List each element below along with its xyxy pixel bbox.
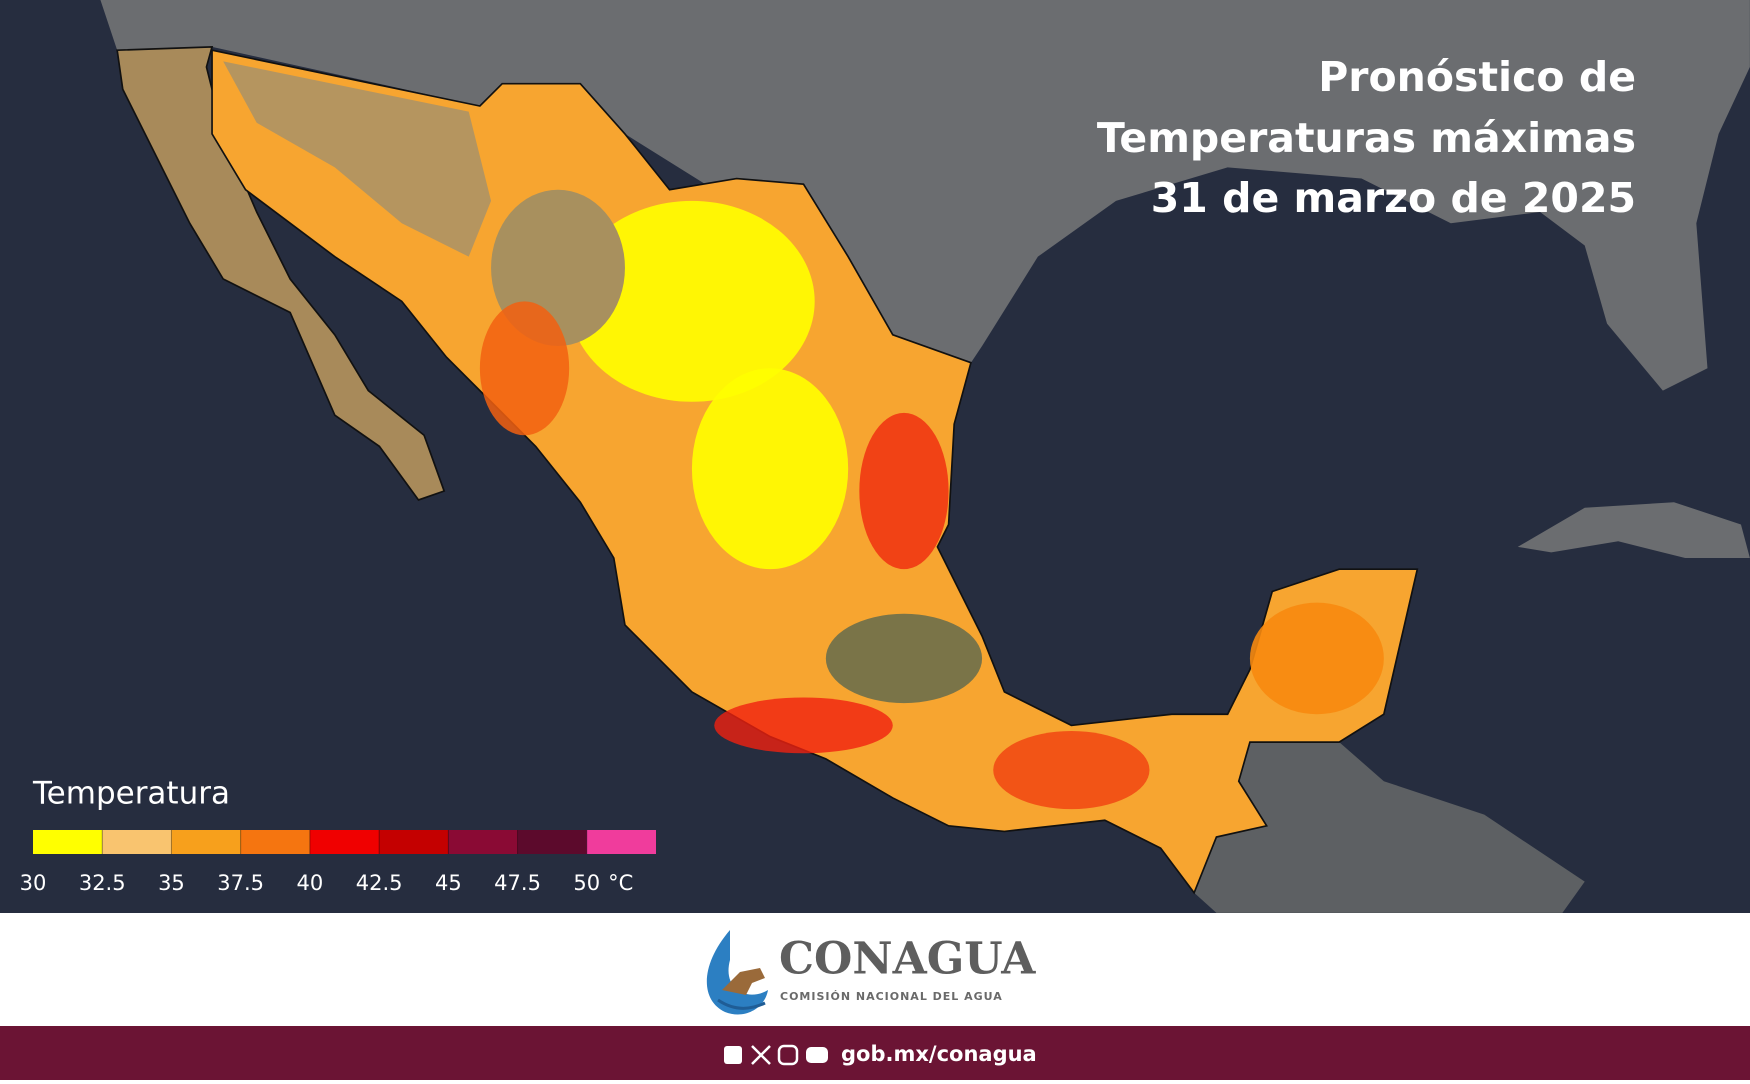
- logo-icon: [706, 930, 768, 1015]
- legend-title: Temperatura: [32, 776, 230, 812]
- cuba: [1517, 502, 1750, 558]
- highland: [825, 613, 983, 704]
- footer-bar: [0, 1026, 1750, 1080]
- legend-tick-label: 40: [297, 871, 324, 895]
- legend-unit: °C: [608, 871, 633, 895]
- logo-band: [0, 913, 1750, 1026]
- legend-swatch: [33, 830, 103, 854]
- legend: 30 32.5 35 37.5 40 42.5 45 47.5 50 °C: [20, 830, 656, 895]
- map: [100, 0, 1750, 913]
- youtube-icon[interactable]: [806, 1047, 828, 1063]
- social-icons: [724, 1044, 828, 1066]
- legend-swatch: [240, 830, 310, 854]
- legend-tick-label: 47.5: [494, 871, 541, 895]
- legend-swatch: [102, 830, 172, 854]
- hot-area: [479, 301, 570, 436]
- yellow-area: [569, 200, 815, 402]
- legend-tick-label: 37.5: [217, 871, 264, 895]
- hot-area: [859, 412, 949, 570]
- legend-swatch: [171, 830, 241, 854]
- legend-tick-label: 30: [20, 871, 47, 895]
- footer-url[interactable]: gob.mx/conagua: [841, 1042, 1037, 1066]
- legend-tick-label: 45: [435, 871, 462, 895]
- hot-area: [1249, 602, 1384, 715]
- instagram-icon[interactable]: [777, 1044, 799, 1066]
- legend-tick-label: 32.5: [79, 871, 126, 895]
- legend-swatch: [448, 830, 518, 854]
- logo-name: CONAGUA: [779, 934, 1036, 985]
- yellow-area: [691, 368, 849, 570]
- title-line: Pronóstico de: [1318, 53, 1636, 101]
- title-line: Temperaturas máximas: [1097, 114, 1636, 162]
- hot-area: [714, 697, 893, 754]
- legend-swatch: [586, 830, 656, 854]
- logo-subtitle: COMISIÓN NACIONAL DEL AGUA: [780, 990, 1003, 1003]
- legend-tick-label: 35: [158, 871, 185, 895]
- sonora-desert: [223, 61, 492, 257]
- central-america: [1194, 742, 1585, 913]
- legend-swatch: [309, 830, 380, 854]
- facebook-icon[interactable]: [724, 1046, 742, 1064]
- title-line: 31 de marzo de 2025: [1151, 174, 1636, 222]
- legend-swatch: [517, 830, 587, 854]
- legend-swatch: [379, 830, 449, 854]
- legend-tick-label: 50: [573, 871, 600, 895]
- legend-tick-label: 42.5: [356, 871, 403, 895]
- x-icon[interactable]: [751, 1045, 771, 1065]
- hot-area: [993, 730, 1150, 810]
